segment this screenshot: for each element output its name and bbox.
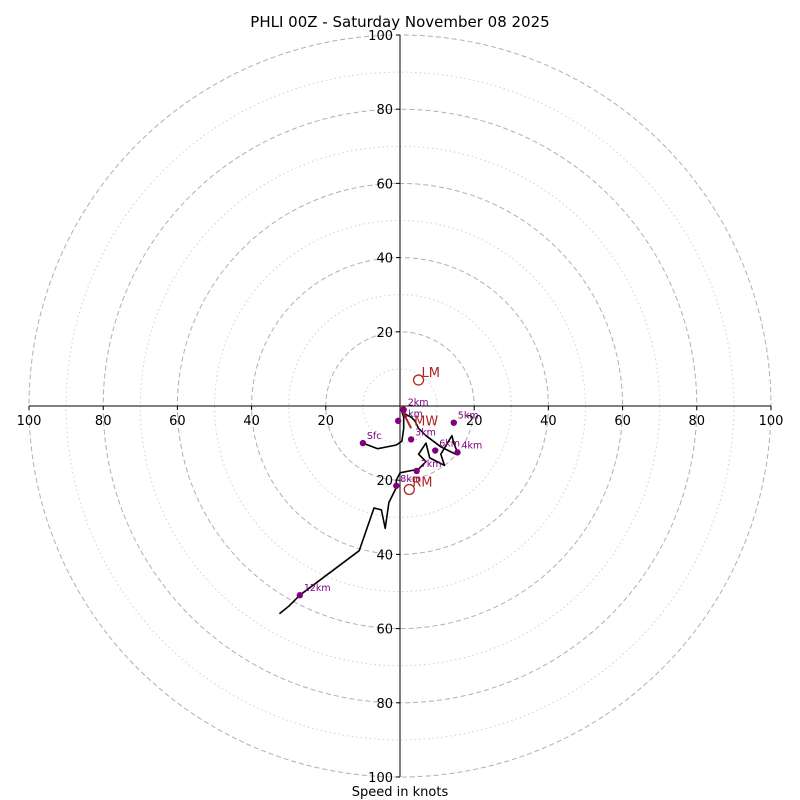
point-label-1km: 1km bbox=[402, 409, 423, 420]
point-label-12km: 12km bbox=[304, 583, 331, 594]
x-tick-label: 40 bbox=[540, 414, 557, 429]
motion-label-lm: LM bbox=[422, 366, 440, 381]
motion-label-rm: RM bbox=[412, 475, 432, 490]
point-sfc bbox=[359, 439, 367, 447]
y-tick-label: 20 bbox=[376, 474, 393, 489]
y-tick-label: 80 bbox=[376, 103, 393, 118]
point-6km bbox=[432, 447, 439, 454]
y-ticks: 100 80 60 40 20 20 40 60 80 100 bbox=[368, 29, 400, 786]
point-label-5km: 5km bbox=[458, 411, 479, 422]
point-7km bbox=[413, 467, 420, 475]
point-label-2km: 2km bbox=[408, 398, 429, 409]
chart-title: PHLI 00Z - Saturday November 08 2025 bbox=[250, 13, 549, 31]
y-tick-label: 60 bbox=[376, 177, 393, 192]
motion-marker-lm bbox=[412, 374, 425, 386]
x-tick-label: 40 bbox=[243, 414, 260, 429]
point-label-sfc: Sfc bbox=[367, 431, 382, 442]
point-label-3km: 3km bbox=[415, 427, 436, 438]
y-tick-label: 40 bbox=[376, 548, 393, 563]
point-label-8km: 8km bbox=[400, 474, 421, 485]
point-label-6km: 6km bbox=[439, 439, 460, 450]
x-tick-label: 20 bbox=[466, 414, 483, 429]
y-tick-label: 100 bbox=[368, 771, 393, 786]
point-2km bbox=[400, 406, 407, 413]
x-tick-label: 60 bbox=[169, 414, 186, 429]
point-label-7km: 7km bbox=[421, 459, 442, 470]
point-4km bbox=[454, 449, 461, 456]
point-1km bbox=[394, 417, 402, 425]
motion-marker-rm bbox=[403, 483, 415, 496]
x-axis-label: Speed in knots bbox=[352, 785, 449, 800]
x-tick-label: 100 bbox=[17, 414, 42, 429]
point-8km bbox=[393, 482, 400, 489]
y-tick-label: 100 bbox=[368, 29, 393, 44]
x-tick-label: 80 bbox=[95, 414, 112, 429]
y-tick-label: 20 bbox=[376, 326, 393, 341]
point-label-4km: 4km bbox=[462, 440, 483, 451]
point-3km bbox=[407, 436, 415, 443]
y-tick-label: 40 bbox=[376, 252, 393, 267]
motion-label-mw: MW bbox=[414, 414, 438, 429]
point-12km bbox=[296, 592, 304, 599]
x-ticks: 100 80 60 40 20 20 40 60 80 100 bbox=[17, 406, 784, 429]
y-tick-label: 80 bbox=[376, 697, 393, 712]
storm-motions: LM MW RM bbox=[403, 366, 440, 496]
x-tick-label: 60 bbox=[614, 414, 631, 429]
x-tick-label: 20 bbox=[318, 414, 335, 429]
x-tick-label: 100 bbox=[759, 414, 784, 429]
y-tick-label: 60 bbox=[376, 623, 393, 638]
x-tick-label: 80 bbox=[689, 414, 706, 429]
point-5km bbox=[450, 419, 457, 426]
